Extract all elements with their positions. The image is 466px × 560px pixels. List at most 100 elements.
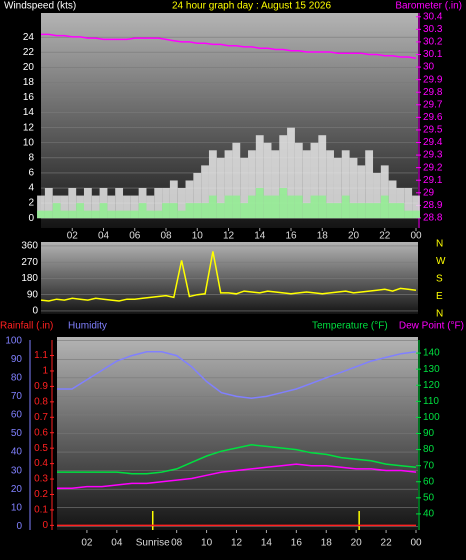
wind-bar (333, 203, 342, 219)
y2-tick-label: 29.9 (423, 74, 443, 85)
plot-bg (41, 242, 418, 314)
wind-bar (248, 150, 256, 219)
y-tick-label: 50 (11, 428, 23, 439)
y2-tick-label: 110 (423, 396, 439, 407)
x-tick-label: 00 (410, 231, 422, 242)
wind-bar (76, 203, 84, 219)
wind-bar (341, 150, 350, 219)
wind-bar (373, 172, 381, 219)
y-tick-label: 10 (11, 502, 23, 513)
y2-tick-label: 90 (423, 428, 435, 439)
wind-bar (146, 210, 155, 219)
x-tick-label: 02 (67, 231, 79, 242)
wind-bar (255, 188, 264, 219)
x-tick-label: 10 (192, 231, 204, 242)
x-tick-label: 04 (98, 231, 110, 242)
y2-tick-label: 29.8 (423, 87, 443, 98)
wind-bar (310, 142, 319, 219)
y3-tick-label: 0.2 (34, 489, 48, 500)
wind-bar (138, 203, 147, 219)
wind-bar (412, 195, 420, 219)
y-tick-label: 90 (11, 354, 23, 365)
y-tick-label: 16 (23, 92, 35, 103)
y-tick-label: 180 (21, 273, 38, 284)
y-tick-label: 270 (21, 257, 38, 268)
wind-bar (318, 195, 327, 219)
wind-bar (146, 195, 155, 219)
wind-bar (224, 195, 233, 219)
y2-tick-label: 29 (423, 187, 435, 198)
wind-bar (240, 157, 249, 219)
wind-bar (404, 188, 413, 219)
wind-bar (240, 203, 249, 219)
y-tick-label: 12 (23, 122, 35, 133)
wind-bar (287, 127, 295, 219)
compass-label: W (436, 256, 446, 267)
y2-tick-label: 30 (423, 62, 435, 73)
y-tick-label: 0 (28, 213, 34, 224)
y2-tick-label: 120 (423, 380, 440, 391)
wind-bar (37, 195, 45, 219)
y-tick-label: 2 (28, 198, 34, 209)
y2-tick-label: 80 (423, 444, 435, 455)
wind-bar (185, 203, 194, 219)
temp-label: Temperature (°F) (312, 321, 388, 332)
y3-tick-label: 0.8 (34, 396, 48, 407)
wind-bar (44, 210, 53, 219)
y2-tick-label: 40 (423, 509, 435, 520)
y3-tick-label: 0.7 (34, 412, 48, 423)
wind-bar (193, 172, 202, 219)
wind-bar (326, 203, 334, 219)
wind-bar (99, 203, 108, 219)
series-line (57, 351, 417, 399)
wind-bar (185, 180, 194, 219)
y2-tick-label: 29.2 (423, 162, 443, 173)
x-tick-label: 20 (348, 231, 360, 242)
wind-bar (115, 210, 124, 219)
x-tick-label: 18 (321, 538, 333, 549)
wind-bar (123, 195, 131, 219)
wind-bar (248, 195, 256, 219)
y-tick-label: 0 (32, 306, 38, 317)
wind-bar (123, 210, 131, 219)
wind-bar (412, 210, 420, 219)
y-tick-label: 0 (16, 521, 22, 532)
series-line (40, 251, 417, 302)
wind-bar (310, 195, 319, 219)
y-tick-label: 70 (11, 391, 23, 402)
wind-bar (287, 195, 295, 219)
y3-tick-label: 1.1 (34, 350, 48, 361)
x-tick-label: 00 (410, 538, 422, 549)
wind-bar (365, 203, 374, 219)
y2-tick-label: 30.1 (423, 49, 443, 60)
x-tick-label: 08 (160, 231, 172, 242)
wind-bar (91, 195, 100, 219)
wind-bar (388, 203, 397, 219)
wind-bar (208, 195, 217, 219)
y2-tick-label: 28.8 (423, 213, 443, 224)
y-tick-label: 18 (23, 77, 35, 88)
wind-bar (83, 210, 92, 219)
wind-bar (365, 150, 374, 219)
wind-bar (60, 210, 69, 219)
chart-title: 24 hour graph day : August 15 2026 (172, 1, 331, 12)
wind-bar (52, 203, 61, 219)
wind-bar (294, 195, 303, 219)
y3-tick-label: 0.9 (34, 381, 48, 392)
wind-bar (341, 195, 350, 219)
y2-tick-label: 29.7 (423, 99, 443, 110)
x-tick-label: 16 (291, 538, 303, 549)
x-tick-label: 08 (171, 538, 183, 549)
y2-tick-label: 29.1 (423, 175, 443, 186)
wind-bar (224, 150, 233, 219)
wind-bar (302, 150, 311, 219)
y2-tick-label: 100 (423, 412, 440, 423)
y-tick-label: 10 (23, 137, 35, 148)
wind-bar (130, 195, 139, 219)
y-tick-label: 100 (5, 335, 22, 346)
x-tick-label: 12 (231, 538, 243, 549)
wind-bar (318, 135, 327, 219)
wind-bar (177, 188, 186, 219)
y3-tick-label: 0.4 (34, 458, 48, 469)
wind-bar (193, 203, 202, 219)
